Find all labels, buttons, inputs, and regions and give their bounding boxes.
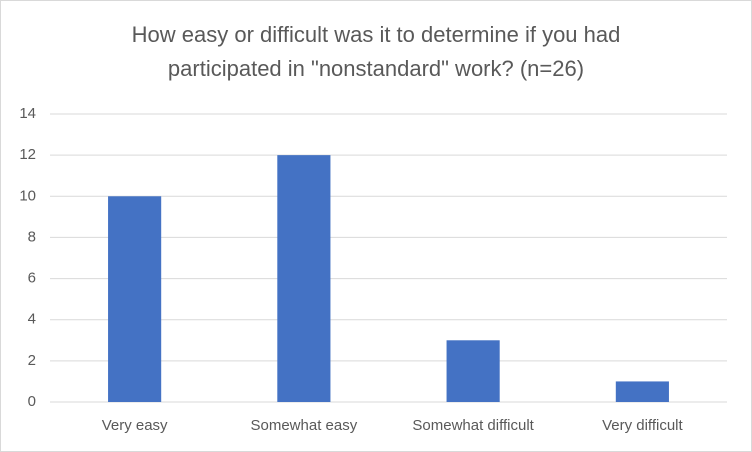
bar [277,155,331,402]
y-tick-label: 2 [28,352,36,369]
bar [615,381,669,402]
y-tick-label: 0 [28,393,36,410]
y-tick-label: 6 [28,270,36,287]
y-tick-label: 10 [19,187,36,204]
y-tick-label: 4 [28,311,36,328]
y-tick-label: 12 [19,146,36,163]
bar [446,340,500,402]
bar [108,196,162,402]
chart-title: How easy or difficult was it to determin… [131,22,621,81]
x-tick-label: Somewhat easy [251,417,358,434]
x-tick-label: Somewhat difficult [412,417,534,434]
y-tick-label: 14 [19,105,36,122]
x-tick-label: Very difficult [602,417,683,434]
y-tick-label: 8 [28,228,36,245]
x-tick-label: Very easy [102,417,168,434]
